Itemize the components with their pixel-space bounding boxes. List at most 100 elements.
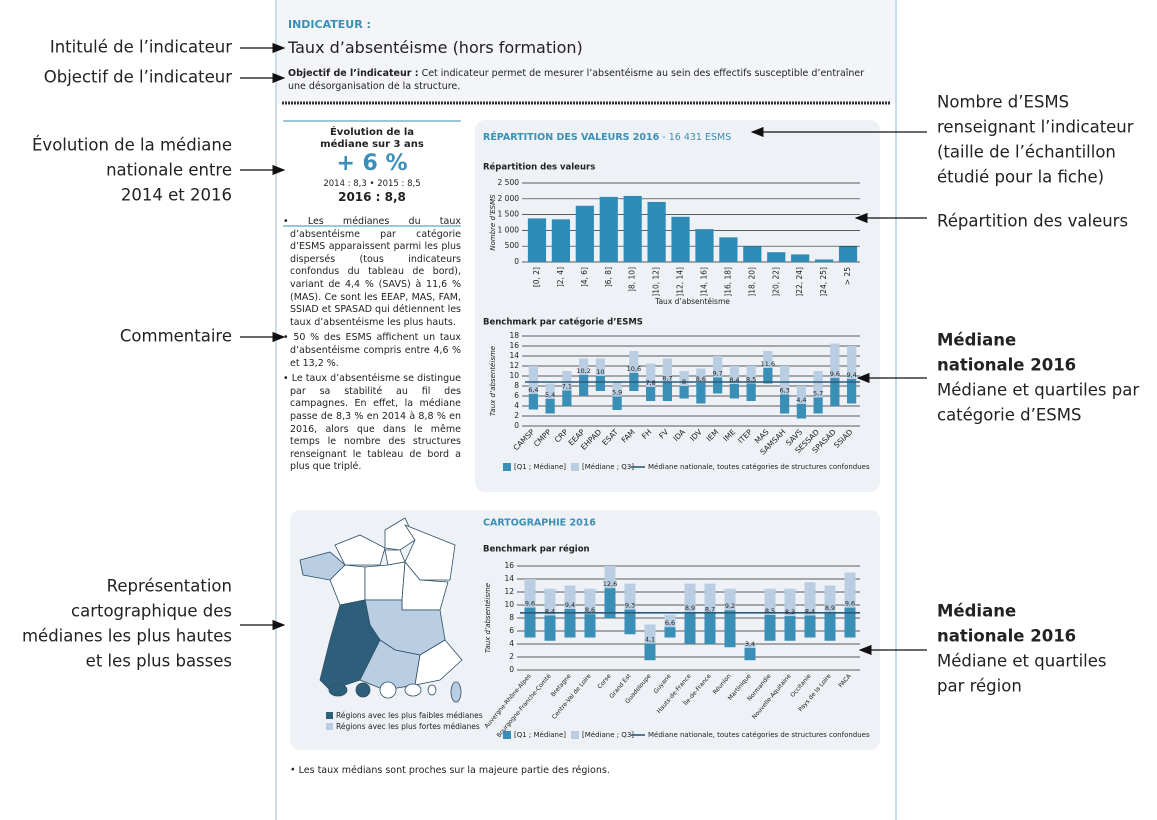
kicker: INDICATEUR : [288, 18, 371, 31]
y-tick-label: 2 [509, 652, 514, 661]
legend-swatch [571, 463, 579, 471]
range-lower [780, 394, 790, 414]
y-axis-label: Taux d’absentéisme [484, 583, 492, 653]
range-upper [564, 585, 576, 609]
evolution-title: Évolution de la médiane sur 3 ans [320, 127, 424, 150]
x-tick-label: ]12, 14] [676, 267, 685, 297]
annotation: Médiane et quartiles par [937, 381, 1139, 400]
comment-bullet: 50 % des ESMS affichent un taux d’absent… [283, 332, 461, 370]
value-label: 8,3 [785, 608, 795, 616]
bar [527, 218, 547, 262]
comments: Les médianes du taux d’absentéisme par c… [283, 216, 461, 474]
y-tick-label: 16 [509, 341, 519, 350]
range-upper [824, 585, 836, 613]
value-label: 8,5 [765, 607, 775, 615]
y-tick-label: 14 [509, 351, 519, 360]
annotation-bold: nationale 2016 [937, 627, 1076, 646]
x-tick-label: ]4, 6] [580, 267, 589, 287]
y-tick-label: 8 [514, 381, 519, 390]
range-upper [595, 358, 605, 376]
range-upper [696, 368, 706, 383]
value-label: 8,9 [685, 604, 695, 612]
region [364, 561, 406, 601]
evolution-history: 2014 : 8,3 • 2015 : 8,5 [323, 179, 421, 189]
y-tick-label: 4 [514, 401, 519, 410]
range-upper [579, 358, 589, 375]
range-lower [562, 390, 572, 406]
annotation: Objectif de l’indicateur [44, 68, 232, 87]
range-lower [813, 397, 823, 414]
legend-label: Régions avec les plus fortes médianes [336, 722, 480, 731]
region [334, 534, 386, 566]
footer-note: • Les taux médians sont proches sur la m… [290, 765, 610, 776]
value-label: 8,4 [805, 607, 815, 615]
range-upper [704, 583, 716, 614]
section-count: - 16 431 ESMS [659, 132, 731, 143]
value-label: 8,7 [662, 375, 672, 383]
range-upper [644, 624, 656, 644]
legend-label: [Médiane ; Q3] [582, 463, 634, 471]
value-label: 4,1 [645, 635, 655, 643]
range-upper [646, 363, 656, 387]
y-tick-label: 6 [509, 626, 514, 635]
y-tick-label: 10 [509, 371, 519, 380]
value-label: 9,4 [565, 601, 575, 609]
range-lower [804, 615, 816, 638]
range-upper [729, 366, 739, 384]
x-tick-label: [0, 2] [532, 267, 541, 287]
objective-text: Cet indicateur permet de mesurer l’absen… [288, 68, 865, 92]
x-tick-label: ]20, 22] [771, 267, 780, 297]
y-tick-label: 10 [504, 600, 514, 609]
region [427, 684, 437, 696]
value-label: 6,3 [779, 387, 789, 395]
bar [695, 229, 714, 262]
value-label: 10 [596, 368, 604, 376]
annotation: Intitulé de l’indicateur [50, 38, 232, 57]
value-label: 9,3 [625, 602, 635, 610]
value-label: 10,2 [576, 367, 590, 375]
legend-swatch [326, 712, 333, 719]
y-tick-label: 16 [504, 561, 514, 570]
value-label: 5,4 [545, 391, 555, 399]
value-label: 8,6 [696, 375, 706, 383]
range-upper [764, 588, 776, 615]
annotation: renseignant l’indicateur [937, 118, 1134, 137]
legend-swatch [503, 463, 511, 471]
bar [671, 216, 690, 262]
annotation: par région [937, 677, 1022, 696]
range-lower [544, 615, 556, 641]
range-lower [796, 404, 806, 419]
y-tick-label: 14 [504, 574, 514, 583]
value-label: 8,6 [585, 606, 595, 614]
range-lower [679, 386, 689, 399]
value-label: 4,4 [796, 396, 806, 404]
range-lower [579, 375, 589, 396]
range-upper [584, 588, 596, 615]
range-lower [696, 383, 706, 404]
objective-label: Objectif de l’indicateur : [288, 68, 419, 79]
range-upper [724, 588, 736, 611]
value-label: 9,2 [725, 602, 735, 610]
y-tick-label: 12 [509, 361, 519, 370]
range-upper [629, 351, 639, 373]
range-upper [744, 644, 756, 648]
legend-label: [Q1 ; Médiane] [514, 463, 566, 471]
annotation: (taille de l’échantillon [937, 143, 1116, 162]
value-label: 5,9 [612, 389, 622, 397]
region [450, 681, 462, 703]
value-label: 6,6 [665, 619, 675, 627]
y-tick-label: 0 [514, 257, 519, 266]
y-tick-label: 2 000 [498, 194, 520, 203]
range-lower [646, 387, 656, 401]
range-lower [524, 607, 536, 638]
value-label: 8,4 [545, 607, 555, 615]
chart-title: Répartition des valeurs [483, 162, 595, 173]
range-upper [544, 588, 556, 616]
range-upper [612, 381, 622, 397]
annotation-bold: Médiane [937, 331, 1016, 350]
value-label: 9,7 [712, 370, 722, 378]
range-lower [763, 368, 773, 384]
range-upper [796, 386, 806, 404]
range-upper [664, 614, 676, 628]
